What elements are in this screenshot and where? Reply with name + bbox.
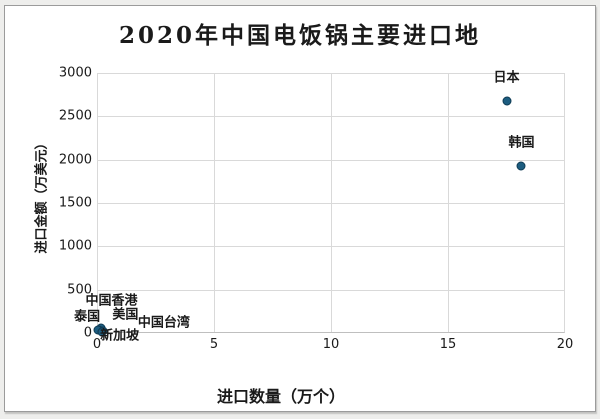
- chart-container: [4, 5, 596, 412]
- x-axis-title: 进口数量（万个）: [216, 387, 346, 406]
- chart-title: 2020年中国电饭锅主要进口地: [118, 22, 481, 49]
- y-axis-title: 进口金额（万美元）: [34, 136, 50, 254]
- plot-area: [97, 73, 565, 333]
